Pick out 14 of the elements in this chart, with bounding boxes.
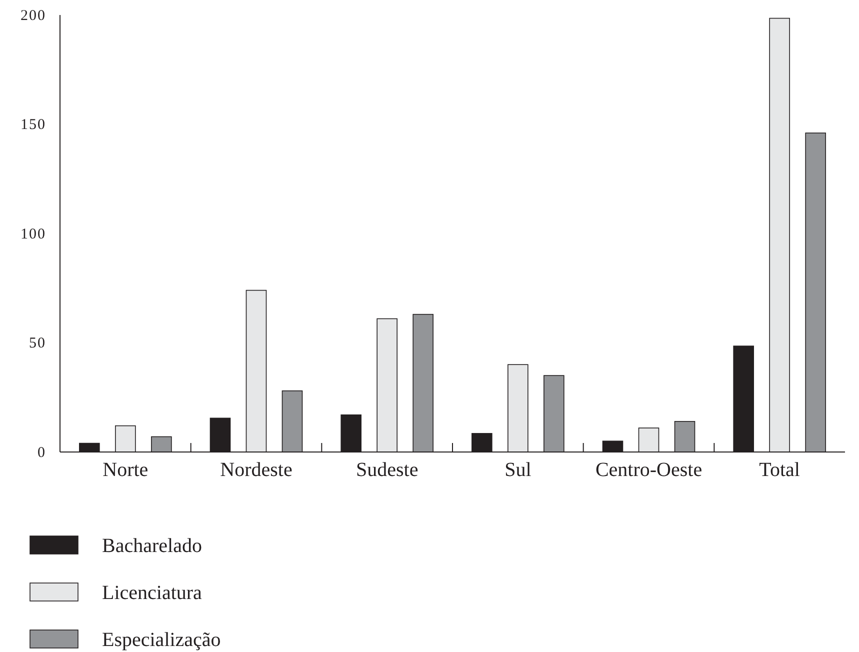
legend-label: Licenciatura [102,582,202,604]
x-tick-label: Total [759,459,800,482]
legend-label: Especialização [102,629,221,651]
y-tick-label: 150 [20,117,46,134]
y-tick-label: 200 [20,8,46,24]
y-tick-label: 100 [20,226,46,242]
x-tick-label: Nordeste [220,459,292,482]
x-tick-label: Norte [102,459,148,482]
legend-label: Bacharelado [102,535,202,557]
x-tick-label: Sudeste [356,459,418,482]
x-tick-label: Sul [504,459,532,482]
y-tick-label: 50 [29,336,46,352]
x-tick-label: Centro-Oeste [595,459,702,482]
y-tick-label: 0 [38,444,46,461]
